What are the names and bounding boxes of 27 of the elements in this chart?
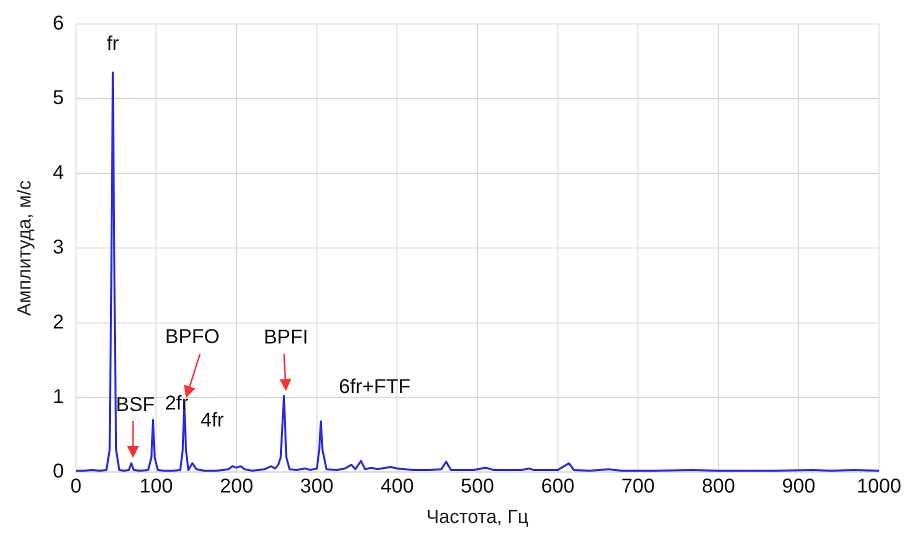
x-tick-label: 300 bbox=[300, 476, 334, 498]
x-tick-label: 600 bbox=[541, 476, 574, 498]
annotation: 2fr bbox=[165, 392, 189, 414]
y-tick-label: 0 bbox=[52, 460, 64, 483]
x-axis-title: Частота, Гц bbox=[426, 506, 529, 528]
y-tick-label: 3 bbox=[52, 236, 64, 259]
x-tick-label: 100 bbox=[140, 476, 173, 498]
x-tick-label: 400 bbox=[380, 476, 414, 498]
y-tick-label: 1 bbox=[52, 386, 64, 408]
y-axis-title: Амплитуда, м/с bbox=[14, 180, 36, 316]
annotation: 6fr+FTF bbox=[338, 376, 411, 398]
annotation: BSF bbox=[116, 394, 155, 416]
x-tick-label: 200 bbox=[220, 476, 254, 498]
x-tick-label: 900 bbox=[782, 476, 816, 498]
x-tick-label: 800 bbox=[702, 476, 736, 498]
annotation: fr bbox=[106, 33, 120, 56]
x-tick-label: 500 bbox=[460, 476, 494, 498]
y-tick-label: 4 bbox=[52, 162, 64, 184]
y-tick-label: 2 bbox=[52, 311, 64, 334]
x-tick-label: 1000 bbox=[856, 476, 902, 498]
x-tick-label: 700 bbox=[621, 476, 655, 498]
annotation: BPFO bbox=[165, 326, 220, 348]
y-tick-label: 6 bbox=[52, 12, 64, 35]
annotation: BPFI bbox=[264, 326, 308, 349]
x-tick-label: 0 bbox=[70, 476, 82, 498]
annotation: 4fr bbox=[200, 410, 224, 432]
y-tick-label: 5 bbox=[52, 87, 64, 110]
